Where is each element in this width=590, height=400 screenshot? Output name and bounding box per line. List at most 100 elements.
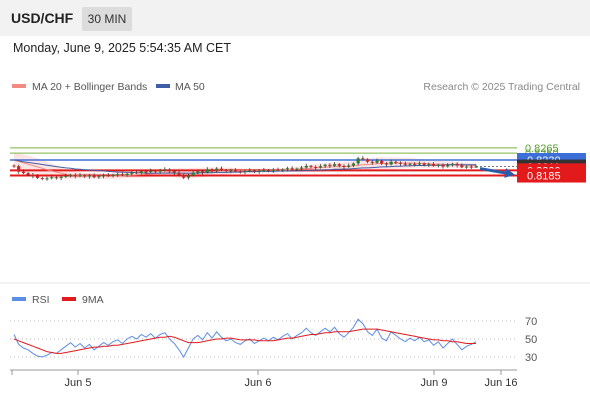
candle	[337, 163, 341, 168]
candle	[408, 162, 412, 167]
candle	[186, 173, 191, 180]
candle	[380, 159, 384, 166]
legend-rsi-swatch	[12, 297, 26, 301]
candle	[271, 168, 275, 173]
candle	[233, 168, 238, 173]
candle	[285, 166, 290, 172]
candle	[370, 160, 374, 165]
candle	[172, 169, 176, 175]
rsi-panel: 70 50 30	[10, 316, 537, 364]
candle	[153, 169, 158, 174]
chart-header: USD/CHF 30 MIN	[0, 0, 590, 36]
rsi-tick-label: 50	[525, 334, 537, 346]
candle	[403, 161, 407, 166]
candle	[149, 168, 153, 174]
candle	[394, 160, 398, 165]
candle	[68, 173, 73, 178]
candle	[464, 165, 469, 169]
candle	[262, 167, 266, 172]
candle	[309, 164, 313, 169]
candle	[356, 156, 360, 166]
candle	[12, 164, 16, 168]
x-tick-label: Jun 9	[421, 377, 448, 389]
candle	[422, 162, 426, 167]
rsi-tick-label: 30	[525, 352, 537, 364]
legend-ma20-label: MA 20 + Bollinger Bands	[32, 81, 147, 93]
candle	[460, 163, 464, 169]
candle	[200, 169, 205, 175]
candle	[219, 166, 224, 172]
candle	[59, 175, 63, 181]
credit-label: Research © 2025 Trading Central	[423, 81, 580, 93]
x-tick-label: Jun 5	[65, 377, 92, 389]
candle	[455, 162, 459, 168]
candle	[441, 163, 445, 169]
candle	[144, 169, 148, 175]
candle	[427, 162, 431, 167]
candle	[40, 176, 44, 181]
candle	[50, 175, 54, 180]
rsi-line	[13, 318, 477, 358]
candlesticks	[12, 156, 478, 181]
timeframe-button[interactable]: 30 MIN	[82, 7, 132, 31]
candle	[295, 167, 299, 172]
candle	[474, 164, 478, 168]
x-tick-label: Jun 16	[484, 377, 517, 389]
candle	[87, 173, 92, 179]
candle	[238, 170, 242, 174]
candle	[389, 159, 393, 166]
symbol-label: USD/CHF	[11, 10, 74, 26]
support-badge	[517, 168, 586, 183]
candle	[413, 162, 417, 167]
candle	[83, 174, 87, 179]
candle	[210, 168, 214, 173]
candle	[398, 161, 403, 166]
candle	[469, 165, 473, 169]
candle	[299, 166, 304, 171]
rsi-tick-label: 70	[525, 316, 537, 328]
legend-9ma-label: 9MA	[82, 294, 104, 306]
candle	[332, 162, 337, 167]
candle	[436, 163, 440, 168]
candle	[342, 164, 346, 169]
candle	[304, 163, 308, 169]
candle	[229, 168, 233, 174]
datetime-label: Monday, June 9, 2025 5:54:35 AM CET	[13, 41, 231, 55]
candle	[384, 161, 389, 167]
candle	[158, 168, 162, 174]
x-tick-label: Jun 6	[245, 377, 272, 389]
candle	[281, 168, 285, 172]
candle	[130, 170, 134, 176]
candle	[177, 170, 181, 176]
legend-ma50-label: MA 50	[175, 81, 205, 93]
candle	[92, 173, 96, 179]
candle	[215, 167, 219, 173]
legend-rsi-label: RSI	[32, 294, 50, 306]
resistance-label: 0.8265	[525, 143, 559, 155]
candle	[31, 172, 35, 179]
candle	[106, 173, 110, 177]
candle	[257, 169, 261, 174]
candle	[361, 156, 365, 161]
candle	[375, 158, 379, 164]
candle	[45, 176, 49, 181]
candle	[182, 173, 186, 180]
candle	[125, 172, 129, 177]
candle	[266, 168, 271, 173]
legend-ma20-swatch	[12, 84, 26, 88]
candle	[276, 167, 280, 172]
candle	[347, 163, 351, 168]
x-axis: Jun 5 Jun 6 Jun 9 Jun 16	[11, 370, 518, 389]
candle	[134, 170, 139, 175]
rsi-ma-line	[13, 328, 476, 354]
candle	[116, 172, 120, 177]
bollinger-band	[14, 152, 476, 179]
legend-9ma-swatch	[62, 297, 76, 301]
bollinger-band-area	[14, 152, 476, 179]
candle	[243, 169, 247, 175]
candle	[101, 173, 106, 179]
candle	[26, 172, 30, 177]
candle	[196, 170, 200, 175]
candle	[450, 162, 455, 167]
